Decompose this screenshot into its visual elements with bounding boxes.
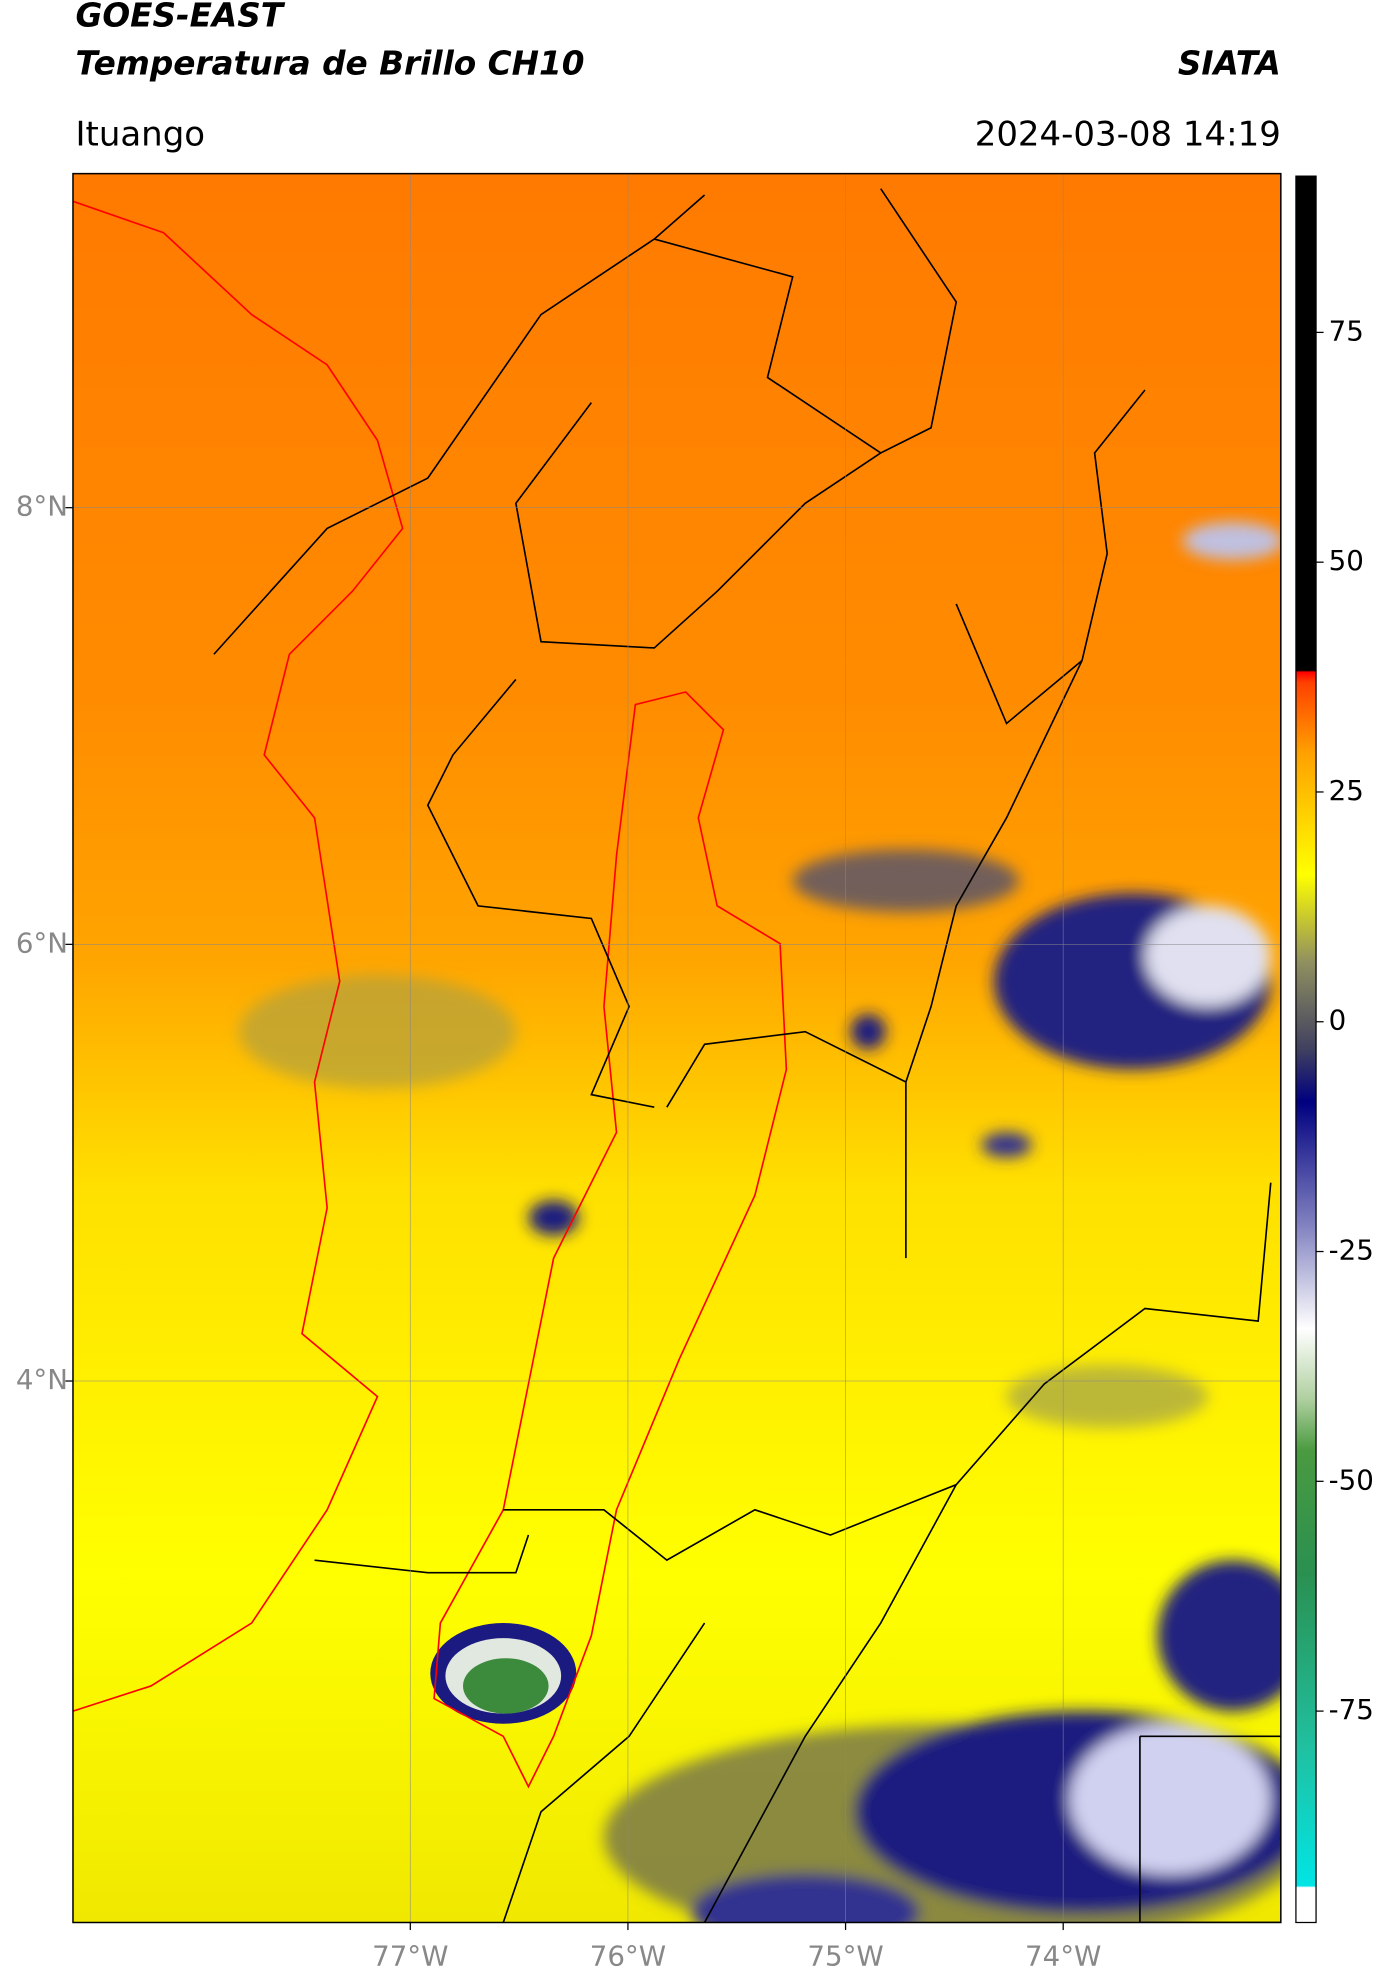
basin-outline — [433, 691, 788, 1789]
map-frame — [72, 172, 1282, 1924]
storm-cell — [430, 1623, 577, 1724]
x-tick-label: 77°W — [372, 1940, 448, 1973]
x-tick-label: 75°W — [807, 1940, 883, 1973]
x-tick-label: 76°W — [590, 1940, 666, 1973]
cloud-field — [239, 522, 1281, 1923]
y-tick-label: 4°N — [16, 1363, 68, 1396]
colorbar-tick-label: 75 — [1329, 314, 1364, 347]
colorbar-tick-label: -75 — [1329, 1693, 1374, 1726]
subtitle: Temperatura de Brillo CH10 — [75, 44, 584, 82]
colorbar — [1295, 175, 1317, 1924]
source: SIATA — [1178, 44, 1281, 82]
x-tick-label: 74°W — [1025, 1940, 1101, 1973]
admin-boundaries — [213, 188, 1281, 1923]
title: GOES-EAST — [75, 0, 285, 35]
map — [72, 173, 1281, 1923]
y-tick-label: 8°N — [16, 490, 68, 523]
y-tick-label: 6°N — [16, 926, 68, 959]
graticule — [72, 173, 1281, 1923]
location: Ituango — [75, 114, 205, 154]
colorbar-tick-label: 0 — [1329, 1004, 1347, 1037]
colorbar-tick-label: 50 — [1329, 544, 1364, 577]
colorbar-tick-label: -25 — [1329, 1234, 1374, 1267]
colorbar-tick-label: 25 — [1329, 774, 1364, 807]
coastline — [72, 200, 404, 1712]
datetime: 2024-03-08 14:19 — [975, 114, 1281, 154]
colorbar-tick-label: -50 — [1329, 1463, 1374, 1496]
